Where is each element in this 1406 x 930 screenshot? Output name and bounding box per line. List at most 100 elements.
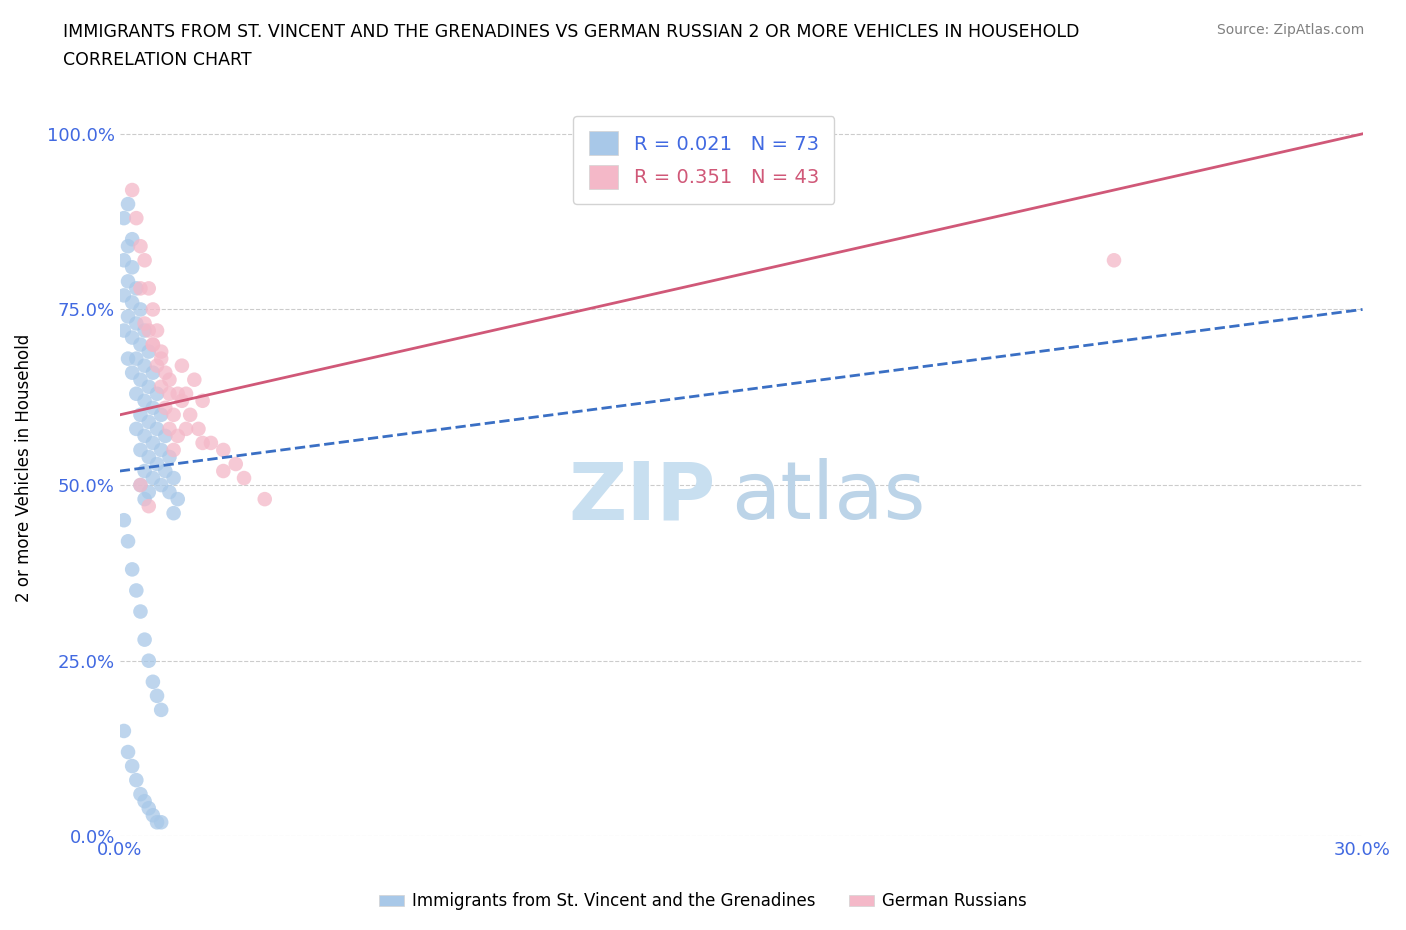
Point xyxy=(117,534,139,549)
Point xyxy=(138,344,160,359)
Point xyxy=(117,352,139,366)
Point xyxy=(125,421,148,436)
Point xyxy=(212,463,235,478)
Point xyxy=(125,211,148,226)
Point xyxy=(150,379,173,394)
Point xyxy=(212,443,235,458)
Point xyxy=(142,435,165,450)
Point xyxy=(129,478,152,493)
Point xyxy=(138,415,160,430)
Point xyxy=(117,239,139,254)
Point xyxy=(142,338,165,352)
Point xyxy=(134,463,156,478)
Point xyxy=(155,401,177,416)
Point xyxy=(142,401,165,416)
Point xyxy=(146,421,169,436)
Point xyxy=(134,429,156,444)
Point xyxy=(155,365,177,380)
Point xyxy=(150,407,173,422)
Point xyxy=(146,323,169,338)
Point xyxy=(170,393,193,408)
Point xyxy=(134,323,156,338)
Point xyxy=(159,485,181,499)
Point xyxy=(138,498,160,513)
Point xyxy=(125,352,148,366)
Point xyxy=(117,196,139,211)
Point xyxy=(117,274,139,289)
Point xyxy=(129,239,152,254)
Point xyxy=(129,407,152,422)
Point xyxy=(146,457,169,472)
Text: atlas: atlas xyxy=(731,458,925,536)
Point xyxy=(142,808,165,823)
Text: ZIP: ZIP xyxy=(568,458,716,536)
Point xyxy=(162,471,184,485)
Point xyxy=(121,759,143,774)
Point xyxy=(170,358,193,373)
Point xyxy=(159,386,181,401)
Point xyxy=(187,421,209,436)
Legend: R = 0.021   N = 73, R = 0.351   N = 43: R = 0.021 N = 73, R = 0.351 N = 43 xyxy=(574,116,834,204)
Point xyxy=(117,309,139,324)
Point xyxy=(121,365,143,380)
Point xyxy=(150,702,173,717)
Point xyxy=(155,429,177,444)
Point xyxy=(121,232,143,246)
Point xyxy=(1102,253,1125,268)
Text: CORRELATION CHART: CORRELATION CHART xyxy=(63,51,252,69)
Point xyxy=(233,471,256,485)
Point xyxy=(200,435,222,450)
Point xyxy=(134,358,156,373)
Point xyxy=(138,449,160,464)
Point xyxy=(225,457,247,472)
Point xyxy=(129,372,152,387)
Point xyxy=(138,379,160,394)
Point xyxy=(159,372,181,387)
Point xyxy=(138,653,160,668)
Point xyxy=(134,253,156,268)
Point xyxy=(129,443,152,458)
Point xyxy=(142,302,165,317)
Point xyxy=(138,323,160,338)
Point xyxy=(125,281,148,296)
Point xyxy=(191,393,214,408)
Point xyxy=(183,372,205,387)
Point xyxy=(166,429,188,444)
Point xyxy=(129,478,152,493)
Point xyxy=(112,323,135,338)
Point xyxy=(142,471,165,485)
Point xyxy=(179,407,201,422)
Point xyxy=(174,386,197,401)
Point xyxy=(129,604,152,619)
Point xyxy=(146,815,169,830)
Point xyxy=(162,443,184,458)
Point xyxy=(129,787,152,802)
Text: Source: ZipAtlas.com: Source: ZipAtlas.com xyxy=(1216,23,1364,37)
Point xyxy=(129,338,152,352)
Point xyxy=(142,365,165,380)
Point xyxy=(159,421,181,436)
Point xyxy=(150,443,173,458)
Point xyxy=(112,288,135,303)
Point xyxy=(134,316,156,331)
Point xyxy=(159,449,181,464)
Point xyxy=(142,338,165,352)
Point xyxy=(121,259,143,274)
Point xyxy=(138,485,160,499)
Point xyxy=(166,492,188,507)
Point xyxy=(121,295,143,310)
Point xyxy=(162,506,184,521)
Point xyxy=(121,330,143,345)
Legend: Immigrants from St. Vincent and the Grenadines, German Russians: Immigrants from St. Vincent and the Gren… xyxy=(373,885,1033,917)
Point xyxy=(121,182,143,197)
Point xyxy=(174,421,197,436)
Point xyxy=(166,386,188,401)
Point xyxy=(117,745,139,760)
Point xyxy=(121,562,143,577)
Point xyxy=(125,316,148,331)
Point xyxy=(150,344,173,359)
Point xyxy=(155,463,177,478)
Point xyxy=(138,281,160,296)
Point xyxy=(191,435,214,450)
Point xyxy=(138,801,160,816)
